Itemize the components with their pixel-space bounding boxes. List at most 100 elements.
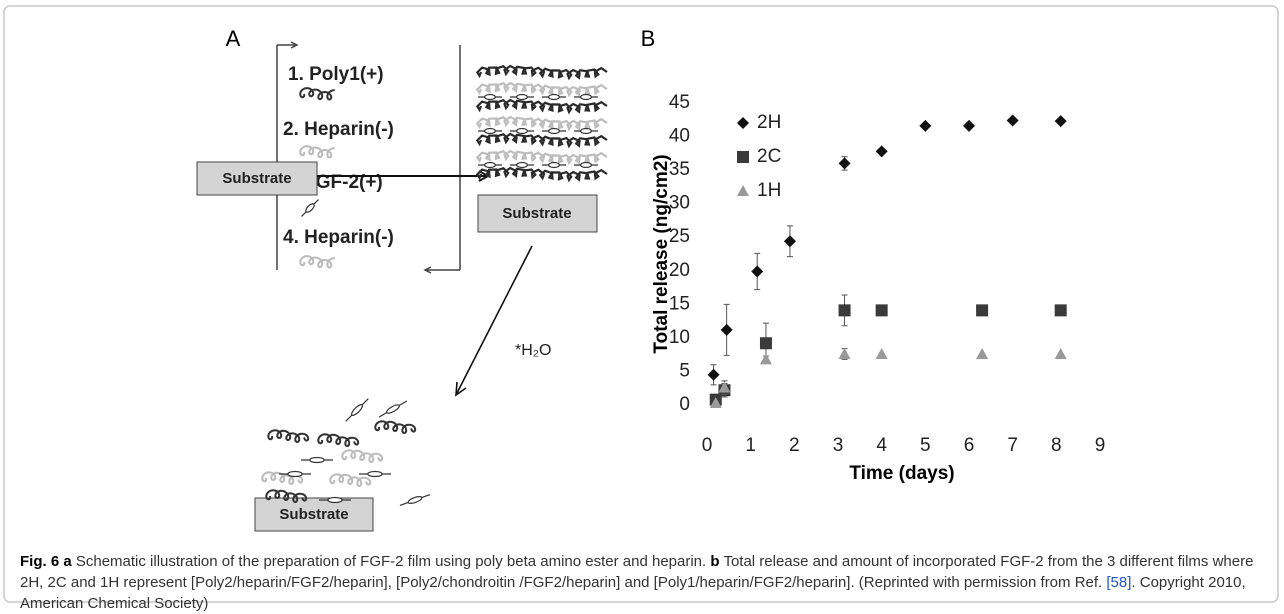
panel-label: B: [641, 26, 656, 51]
y-tick-label: 35: [669, 159, 690, 180]
legend-marker: [737, 117, 749, 129]
data-point: [1054, 304, 1067, 317]
y-tick-label: 15: [669, 293, 690, 314]
x-tick-label: 5: [920, 435, 931, 456]
data-point: [718, 381, 731, 393]
growth-factor-body: [579, 127, 593, 135]
data-point: [875, 347, 888, 359]
data-point: [919, 119, 932, 132]
growth-factor-body: [305, 203, 315, 213]
substrate-label: Substrate: [279, 506, 348, 523]
x-tick-label: 0: [702, 435, 713, 456]
polymer: [475, 98, 608, 115]
polymer: [475, 64, 608, 81]
caption-text: Total release and amount of incorporated…: [20, 553, 1254, 591]
y-tick-label: 5: [679, 360, 690, 381]
growth-factor-body: [483, 161, 497, 169]
substrate-box: [254, 497, 374, 532]
y-tick-label: 30: [669, 193, 690, 214]
data-point: [709, 396, 722, 408]
growth-factor: [574, 127, 598, 135]
x-tick-label: 4: [876, 435, 887, 456]
caption: Fig. 6 a Schematic illustration of the p…: [20, 551, 1270, 614]
x-tick-label: 3: [833, 435, 844, 456]
legend-label: 2C: [757, 146, 781, 167]
y-tick-label: 25: [669, 226, 690, 247]
growth-factor: [279, 470, 311, 478]
substrate-label: Substrate: [222, 170, 291, 187]
x-axis-title: Time (days): [849, 463, 954, 484]
growth-factor: [378, 400, 408, 418]
x-tick-label: 8: [1051, 435, 1062, 456]
data-point: [759, 337, 772, 350]
data-point: [976, 304, 989, 317]
substrate-box: [477, 194, 598, 233]
substrate-box: [196, 161, 318, 196]
growth-factor-body: [309, 456, 325, 464]
growth-factor: [399, 493, 431, 507]
x-tick-label: 2: [789, 435, 800, 456]
legend-label: 2H: [757, 112, 781, 133]
growth-factor: [510, 161, 534, 169]
cycle-arrow: [277, 41, 460, 274]
growth-factor: [510, 127, 534, 135]
growth-factor: [319, 496, 351, 504]
polymer: [475, 81, 608, 98]
polymer: [317, 433, 360, 448]
growth-factor: [574, 161, 598, 169]
legend-marker: [737, 185, 749, 196]
data-point: [1054, 347, 1067, 359]
figure-label: Fig. 6: [20, 553, 60, 570]
bracket: [276, 45, 461, 270]
data-point: [838, 304, 851, 317]
growth-factor-body: [386, 404, 400, 414]
arrow: [455, 245, 533, 397]
data-point: [1006, 114, 1019, 127]
panel-label: A: [226, 26, 241, 51]
growth-factor: [478, 127, 502, 135]
legend-label: 1H: [757, 180, 781, 201]
data-point: [1054, 115, 1067, 128]
x-tick-label: 7: [1007, 435, 1018, 456]
y-tick-label: 10: [669, 327, 690, 348]
growth-factor-body: [515, 161, 529, 169]
polymer: [267, 429, 310, 444]
data-point: [875, 304, 888, 317]
data-point: [707, 368, 720, 381]
growth-factor-body: [483, 127, 497, 135]
polymer: [299, 87, 335, 101]
growth-factor: [574, 93, 598, 101]
part-label: b: [710, 553, 720, 570]
growth-factor: [542, 93, 566, 101]
growth-factor: [542, 127, 566, 135]
growth-factor-body: [367, 470, 383, 478]
polymer: [475, 132, 608, 149]
growth-factor-body: [515, 127, 529, 135]
polymer: [265, 489, 308, 504]
step: 1. Poly1(+): [288, 64, 384, 85]
growth-factor-body: [407, 495, 423, 505]
growth-factor-body: [579, 161, 593, 169]
growth-factor: [301, 199, 319, 217]
data-point: [783, 235, 796, 248]
growth-factor-body: [483, 93, 497, 101]
y-tick-label: 40: [669, 126, 690, 147]
step: 4. Heparin(-): [283, 227, 394, 248]
reference[interactable]: [58]: [1106, 574, 1132, 591]
growth-factor: [510, 93, 534, 101]
growth-factor-body: [515, 93, 529, 101]
panel-a: A 1. Poly1(+) 2. Heparin(-) 3. FGF-2(+) …: [196, 26, 608, 532]
data-point: [838, 347, 851, 359]
y-axis-title: Total release (ng/cm2): [651, 154, 672, 353]
growth-factor: [301, 456, 333, 464]
part-label: a: [63, 553, 72, 570]
y-tick-label: 20: [669, 260, 690, 281]
growth-factor-body: [287, 470, 303, 478]
growth-factor-body: [547, 127, 561, 135]
x-tick-label: 6: [964, 435, 975, 456]
x-tick-label: 1: [745, 435, 756, 456]
growth-factor-body: [547, 161, 561, 169]
polymer: [374, 420, 417, 435]
growth-factor-body: [547, 93, 561, 101]
